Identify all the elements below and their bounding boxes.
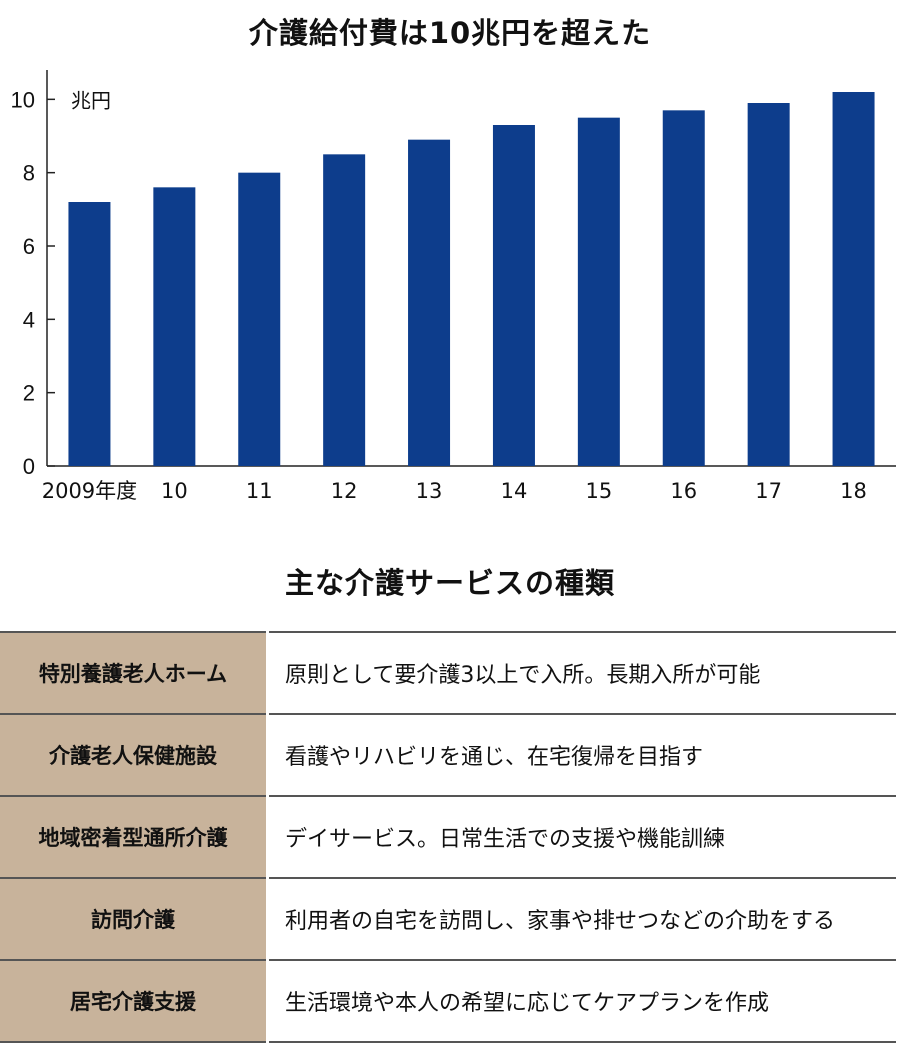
table-row: 地域密着型通所介護 デイサービス。日常生活での支援や機能訓練 — [0, 796, 896, 879]
y-tick-label: 10 — [11, 87, 35, 112]
table-row: 特別養護老人ホーム 原則として要介護3以上で入所。長期入所が可能 — [0, 631, 896, 715]
bar — [68, 202, 111, 466]
x-tick-label: 10 — [161, 479, 188, 503]
y-tick-label: 4 — [23, 307, 35, 332]
table-row: 介護老人保健施設 看護やリハビリを通じ、在宅復帰を目指す — [0, 714, 896, 797]
bar — [662, 110, 705, 467]
chart-title: 介護給付費は10兆円を超えた — [248, 16, 652, 50]
x-tick-label: 2009年度 — [42, 479, 137, 503]
x-tick-label: 18 — [840, 479, 867, 503]
service-description: 利用者の自宅を訪問し、家事や排せつなどの介助をする — [267, 878, 896, 961]
x-tick-label: 16 — [670, 479, 697, 503]
service-description: 看護やリハビリを通じ、在宅復帰を目指す — [267, 714, 896, 797]
service-name: 介護老人保健施設 — [0, 714, 269, 797]
service-description: 生活環境や本人の希望に応じてケアプランを作成 — [267, 960, 896, 1043]
y-tick-label: 6 — [23, 234, 35, 259]
table-row: 居宅介護支援 生活環境や本人の希望に応じてケアプランを作成 — [0, 960, 896, 1043]
service-table: 特別養護老人ホーム 原則として要介護3以上で入所。長期入所が可能 介護老人保健施… — [0, 631, 896, 1043]
bar — [832, 92, 875, 466]
bar — [747, 103, 790, 466]
x-tick-label: 14 — [501, 479, 528, 503]
service-name: 地域密着型通所介護 — [0, 796, 269, 879]
x-tick-label: 15 — [585, 479, 612, 503]
unit-label: 兆円 — [71, 88, 111, 112]
service-name: 特別養護老人ホーム — [0, 631, 269, 715]
table-row: 訪問介護 利用者の自宅を訪問し、家事や排せつなどの介助をする — [0, 878, 896, 961]
bar — [492, 125, 535, 466]
bar — [153, 187, 196, 466]
x-tick-label: 17 — [755, 479, 782, 503]
service-description: 原則として要介護3以上で入所。長期入所が可能 — [267, 631, 896, 715]
bar — [238, 172, 281, 466]
x-tick-label: 11 — [246, 479, 273, 503]
y-tick-label: 8 — [23, 161, 35, 186]
x-tick-label: 12 — [331, 479, 358, 503]
bar-chart: 0 2 4 6 8 10 兆円 2009年度 10 11 12 13 14 15 16 17 18 — [11, 70, 896, 503]
table-title: 主な介護サービスの種類 — [284, 566, 615, 600]
y-tick-label: 2 — [23, 381, 35, 406]
bar — [408, 139, 451, 466]
service-name: 居宅介護支援 — [0, 960, 269, 1043]
y-tick-label: 0 — [23, 454, 35, 479]
bar — [577, 117, 620, 466]
service-description: デイサービス。日常生活での支援や機能訓練 — [267, 796, 896, 879]
service-name: 訪問介護 — [0, 878, 269, 961]
x-tick-label: 13 — [416, 479, 443, 503]
bar — [323, 154, 366, 466]
